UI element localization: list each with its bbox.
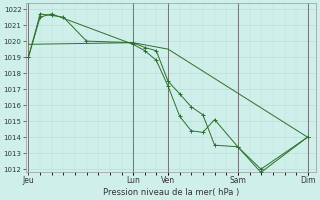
X-axis label: Pression niveau de la mer( hPa ): Pression niveau de la mer( hPa ) bbox=[103, 188, 239, 197]
